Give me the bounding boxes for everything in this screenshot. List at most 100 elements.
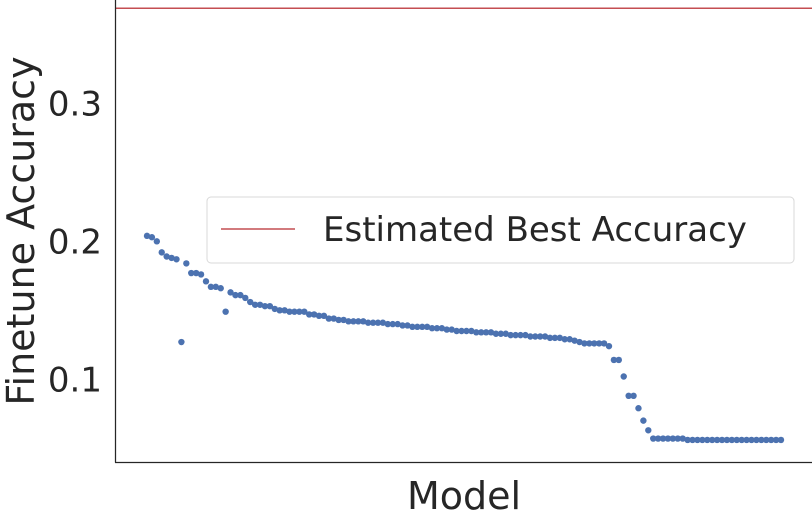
data-point [183, 260, 190, 267]
data-point [242, 294, 249, 302]
data-point [350, 318, 357, 325]
data-point [384, 320, 392, 328]
y-tick-label: 0.3 [48, 84, 102, 124]
data-point [763, 436, 770, 444]
legend: Estimated Best Accuracy [206, 196, 795, 264]
data-point [679, 435, 686, 442]
data-point [684, 436, 691, 444]
data-point [340, 316, 347, 324]
data-point [414, 323, 421, 331]
data-point [600, 340, 608, 347]
data-point [581, 340, 588, 347]
data-point [266, 302, 274, 310]
data-point [379, 319, 387, 326]
data-point [409, 323, 416, 331]
data-point [458, 327, 465, 335]
data-point [463, 327, 470, 335]
data-point [487, 329, 495, 336]
data-point [699, 436, 706, 444]
data-point [630, 392, 637, 399]
data-point [453, 327, 460, 335]
x-axis-label: Model [407, 474, 521, 518]
data-point [315, 312, 323, 320]
data-point [708, 436, 716, 444]
data-point [143, 232, 151, 240]
data-point [507, 331, 514, 339]
data-point [482, 329, 490, 336]
data-point [473, 329, 480, 336]
data-point [664, 435, 672, 442]
data-point [369, 319, 377, 326]
data-point [640, 417, 647, 424]
data-point [659, 435, 667, 442]
y-tick-label: 0.2 [48, 222, 102, 262]
data-point [188, 269, 195, 277]
data-point [291, 308, 298, 315]
data-point [772, 436, 780, 444]
data-point [335, 316, 342, 324]
data-point [753, 436, 760, 444]
data-point [355, 318, 362, 325]
data-point [615, 356, 623, 364]
data-point [748, 436, 755, 444]
data-point [227, 289, 234, 296]
data-point [222, 308, 229, 315]
data-point [443, 326, 450, 333]
data-point [478, 329, 485, 336]
data-point [566, 336, 573, 343]
data-point [374, 319, 382, 326]
data-point [492, 330, 500, 337]
data-point [527, 333, 534, 340]
data-point [394, 320, 401, 328]
data-point [212, 283, 220, 291]
data-point [320, 312, 328, 320]
data-point [694, 436, 701, 444]
data-point [605, 342, 613, 350]
data-point [541, 333, 549, 340]
data-point [758, 436, 765, 444]
data-point [148, 234, 156, 241]
data-point [433, 325, 441, 332]
data-point [625, 392, 632, 399]
data-point [502, 330, 509, 337]
data-point [610, 356, 618, 364]
data-point [704, 436, 711, 444]
data-point [310, 311, 318, 318]
data-point [576, 338, 583, 346]
data-point [738, 436, 745, 444]
data-point [561, 336, 568, 343]
data-point [305, 311, 313, 318]
data-point [325, 315, 333, 322]
data-point [404, 322, 411, 329]
data-point [232, 291, 239, 299]
data-point [556, 334, 564, 342]
data-point [448, 326, 455, 333]
y-tick-label: 0.1 [48, 360, 102, 400]
data-point [586, 340, 593, 347]
data-point [777, 436, 785, 444]
data-point [571, 337, 578, 344]
data-point [276, 307, 283, 314]
data-point [620, 373, 627, 380]
data-point [173, 256, 180, 263]
data-point [468, 327, 475, 335]
data-point [168, 254, 175, 262]
data-point [364, 319, 372, 326]
data-point [713, 436, 721, 444]
data-point [261, 302, 269, 310]
data-point [192, 269, 200, 277]
y-ticks: 0.1 0.2 0.3 [48, 84, 102, 400]
data-point [438, 325, 446, 332]
data-point [296, 308, 303, 315]
data-point [635, 405, 642, 412]
data-point [723, 436, 731, 444]
data-point [237, 291, 244, 299]
data-point [728, 436, 736, 444]
data-point [286, 308, 293, 315]
data-point [650, 435, 657, 442]
data-point [251, 301, 259, 308]
data-point [360, 318, 367, 325]
data-point [163, 253, 170, 260]
y-axis-label: Finetune Accuracy [0, 56, 43, 405]
